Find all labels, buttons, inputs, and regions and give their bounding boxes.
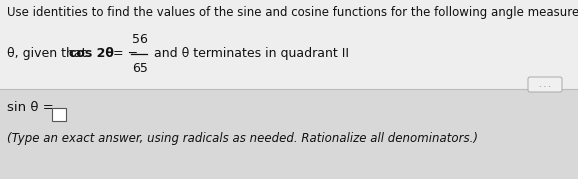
Text: Use identities to find the values of the sine and cosine functions for the follo: Use identities to find the values of the… xyxy=(7,6,578,19)
Text: 65: 65 xyxy=(132,62,148,75)
Bar xyxy=(0,0,578,89)
Text: θ, given that: θ, given that xyxy=(7,47,91,60)
Bar xyxy=(0,89,578,179)
Text: . . .: . . . xyxy=(539,80,551,89)
Text: = −: = − xyxy=(109,47,138,60)
Bar xyxy=(52,108,66,121)
Text: 56: 56 xyxy=(132,33,148,46)
FancyBboxPatch shape xyxy=(528,77,562,92)
Text: sin θ =: sin θ = xyxy=(7,101,58,114)
Text: cos 2θ: cos 2θ xyxy=(69,47,114,60)
Text: and θ terminates in quadrant II: and θ terminates in quadrant II xyxy=(150,47,349,60)
Text: (Type an exact answer, using radicals as needed. Rationalize all denominators.): (Type an exact answer, using radicals as… xyxy=(7,132,478,145)
